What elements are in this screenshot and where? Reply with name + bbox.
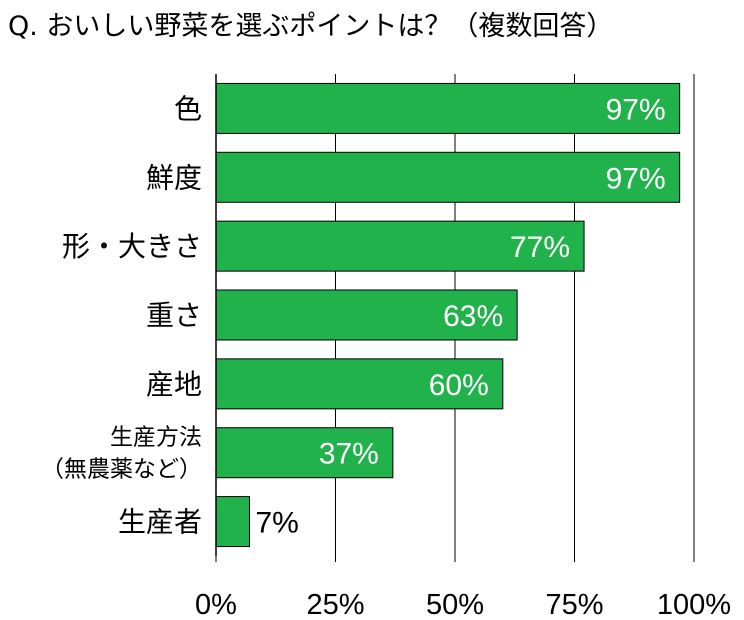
- x-tick-label: 25%: [306, 589, 364, 620]
- category-label: 生産方法: [110, 425, 202, 451]
- bar: [215, 358, 504, 410]
- category-label: 鮮度: [146, 161, 202, 194]
- category-label: 重さ: [146, 299, 202, 332]
- bar: [215, 496, 250, 548]
- data-label: 63%: [443, 300, 503, 333]
- x-tick-label: 100%: [657, 589, 731, 620]
- category-label: 形・大きさ: [62, 230, 202, 263]
- data-label: 97%: [606, 93, 666, 126]
- category-label: 色: [174, 92, 202, 125]
- bar: [215, 427, 394, 479]
- category-label: （無農薬など）: [41, 457, 202, 483]
- data-label: 7%: [255, 507, 298, 540]
- category-label: 生産者: [118, 506, 202, 539]
- data-label: 37%: [319, 438, 379, 471]
- bar: [215, 220, 585, 272]
- category-label: 産地: [146, 368, 202, 401]
- x-tick-label: 0%: [195, 589, 237, 620]
- data-label: 97%: [606, 162, 666, 195]
- x-tick-label: 50%: [426, 589, 484, 620]
- data-label: 77%: [510, 231, 570, 264]
- data-label: 60%: [429, 369, 489, 402]
- chart-title: Q. おいしい野菜を選ぶポイントは？（複数回答）: [8, 11, 614, 42]
- x-tick-label: 75%: [545, 589, 603, 620]
- bar: [215, 151, 681, 203]
